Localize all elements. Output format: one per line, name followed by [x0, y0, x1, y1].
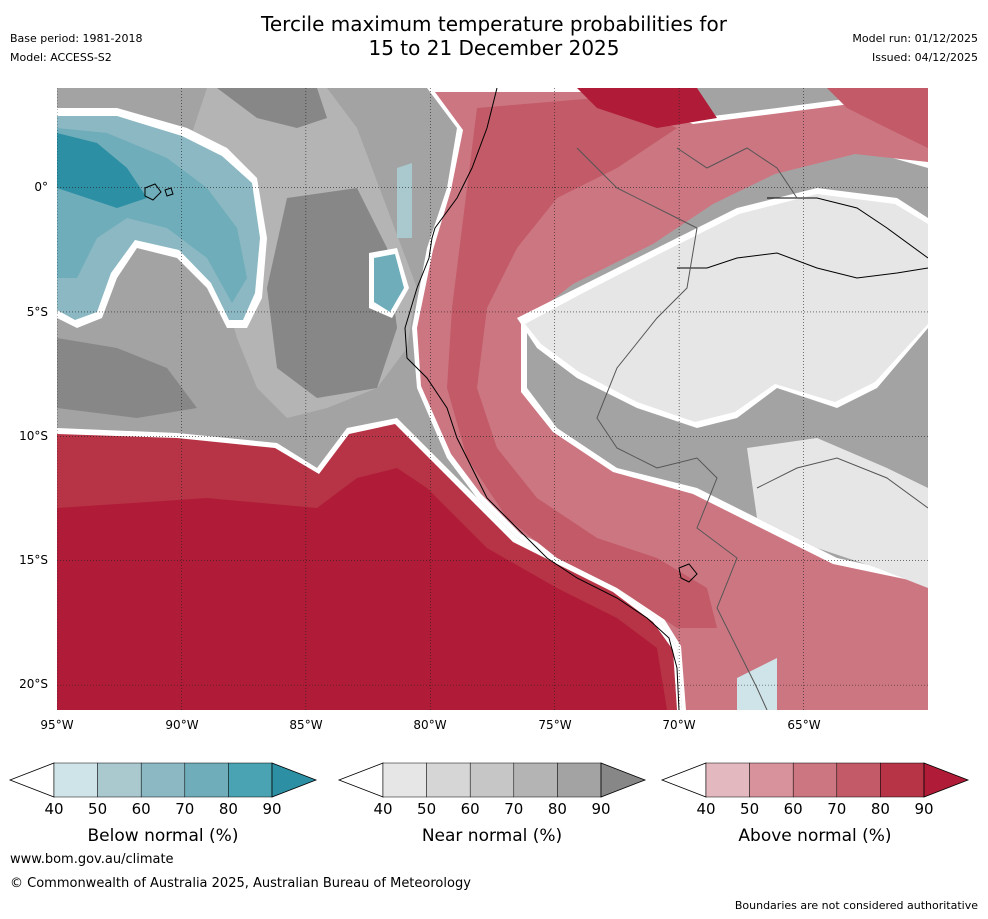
colorbar-tick-label: 80: [870, 800, 890, 818]
colorbar-segment: [228, 762, 273, 798]
above-normal-land-region: [417, 92, 928, 710]
title-line-1: Tercile maximum temperature probabilitie…: [261, 12, 727, 36]
colorbar-high-extension: [271, 762, 318, 798]
country-border: [576, 147, 768, 710]
colorbar-low-extension: [8, 762, 55, 798]
colorbar-segment: [184, 762, 229, 798]
colorbar-near-normal: [337, 762, 647, 798]
lon-label-90w: 90°W: [165, 718, 199, 732]
colorbar-below-normal: [8, 762, 318, 798]
colorbars: [8, 762, 970, 798]
issued-label: Issued: 04/12/2025: [871, 51, 978, 64]
colorbar-above-normal: [660, 762, 970, 798]
colorbar-tick-label: 60: [783, 800, 803, 818]
country-border-bolivia: [756, 457, 928, 509]
country-border-north: [676, 147, 798, 199]
map-grid: [57, 88, 928, 710]
colorbar-tick-label: 90: [591, 800, 611, 818]
model-run-label: Model run: 01/12/2025: [852, 32, 978, 45]
colorbar-tick-label: 90: [262, 800, 282, 818]
below-normal-90-region: [57, 133, 147, 208]
near-normal-90-region: [217, 88, 327, 128]
map-canvas: [57, 88, 928, 710]
river-maranon: [677, 252, 928, 279]
lon-label-75w: 75°W: [538, 718, 572, 732]
colorbar-low-extension: [660, 762, 707, 798]
above-normal-ocean-90-region: [57, 468, 667, 710]
colorbar-tick-label: 50: [88, 800, 108, 818]
colorbar-low-extension: [337, 762, 384, 798]
below-normal-south-patch: [737, 658, 777, 710]
colorbar-segment: [382, 762, 427, 798]
copyright-text: © Commonwealth of Australia 2025, Austra…: [10, 876, 471, 891]
lake-titicaca: [678, 563, 698, 583]
colorbar-segment: [426, 762, 471, 798]
colorbar-above-title: Above normal (%): [738, 826, 892, 846]
colorbar-segment: [749, 762, 794, 798]
colorbar-tick-label: 70: [827, 800, 847, 818]
river-amazon: [767, 197, 928, 259]
galapagos-islands: [144, 183, 162, 201]
lat-label-10s: 10°S: [19, 429, 48, 443]
colorbar-tick-label: 60: [131, 800, 151, 818]
colorbar-tick-label: 70: [504, 800, 524, 818]
colorbar-segment: [469, 762, 515, 798]
galapagos-islands-2: [164, 187, 174, 197]
colorbar-tick-label: 40: [373, 800, 393, 818]
colorbar-segment: [792, 762, 838, 798]
colorbar-segment: [140, 762, 186, 798]
colorbar-tick-label: 50: [740, 800, 760, 818]
title-line-2: 15 to 21 December 2025: [368, 36, 620, 60]
lon-label-65w: 65°W: [787, 718, 821, 732]
above-normal-70-land-region: [447, 98, 717, 628]
near-normal-south-interior-region: [747, 438, 928, 588]
below-normal-coast-region: [374, 254, 404, 312]
website-link[interactable]: www.bom.gov.au/climate: [10, 852, 174, 867]
colorbar-tick-label: 80: [218, 800, 238, 818]
colorbar-segment: [97, 762, 142, 798]
below-normal-coast-strip: [397, 163, 412, 238]
lon-label-85w: 85°W: [289, 718, 323, 732]
lat-label-0: 0°: [34, 180, 48, 194]
base-period-label: Base period: 1981-2018: [10, 32, 143, 45]
near-normal-interior-region: [525, 194, 928, 422]
above-normal-90-land-region: [577, 88, 717, 128]
colorbar-tick-label: 60: [460, 800, 480, 818]
colorbar-tick-label: 80: [547, 800, 567, 818]
colorbar-tick-label: 90: [914, 800, 934, 818]
model-label: Model: ACCESS-S2: [10, 51, 112, 64]
near-normal-90-region-2: [267, 188, 397, 398]
colorbar-near-title: Near normal (%): [421, 826, 563, 846]
probability-map[interactable]: [57, 88, 928, 710]
near-normal-90-region-3: [57, 338, 197, 418]
above-normal-70-ne-region: [827, 88, 928, 148]
colorbar-tick-label: 50: [417, 800, 437, 818]
lon-label-70w: 70°W: [662, 718, 696, 732]
lat-label-15s: 15°S: [19, 553, 48, 567]
colorbar-tick-label: 40: [44, 800, 64, 818]
colorbar-segment: [836, 762, 881, 798]
coastline: [404, 88, 680, 710]
colorbar-tick-label: 40: [696, 800, 716, 818]
colorbar-segment: [880, 762, 925, 798]
colorbar-below-title: Below normal (%): [87, 826, 239, 846]
colorbar-segment: [53, 762, 98, 798]
lon-label-95w: 95°W: [40, 718, 74, 732]
lat-label-20s: 20°S: [19, 677, 48, 691]
lon-label-80w: 80°W: [413, 718, 447, 732]
disclaimer-text: Boundaries are not considered authoritat…: [734, 899, 978, 912]
colorbar-segment: [513, 762, 558, 798]
colorbar-segment: [557, 762, 602, 798]
colorbar-high-extension: [923, 762, 970, 798]
chart-title: Tercile maximum temperature probabilitie…: [0, 12, 988, 60]
colorbar-high-extension: [600, 762, 647, 798]
lat-label-5s: 5°S: [26, 305, 48, 319]
colorbar-segment: [705, 762, 750, 798]
colorbar-tick-label: 70: [175, 800, 195, 818]
